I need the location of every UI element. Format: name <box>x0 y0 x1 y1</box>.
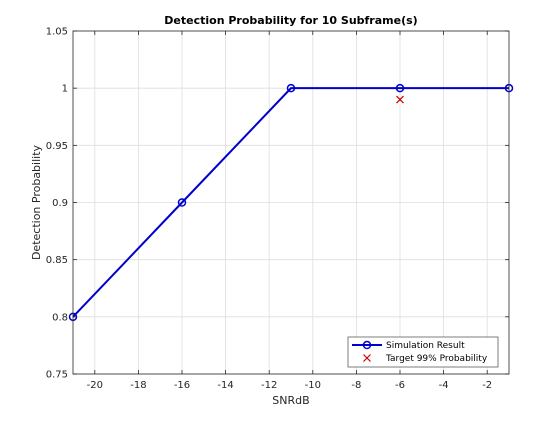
data-point-target-99 <box>396 95 404 104</box>
legend-box <box>347 336 499 368</box>
y-tick-label: 1 <box>62 84 68 95</box>
legend-marker-simulation <box>362 340 372 350</box>
x-tick-label: -20 <box>87 380 103 391</box>
chart-title: Detection Probability for 10 Subframe(s) <box>164 14 417 27</box>
y-tick-label: 0.8 <box>52 312 68 323</box>
data-point-simulation-result <box>177 198 187 207</box>
x-tick-label: -10 <box>305 380 321 391</box>
legend: Simulation Result Target 99% Probability <box>347 336 499 368</box>
x-tick-label: -14 <box>217 380 233 391</box>
x-tick-label: -6 <box>395 380 405 391</box>
y-tick-label: 0.9 <box>52 198 68 209</box>
y-tick-label: 0.75 <box>46 370 68 381</box>
target-marker-stroke <box>396 95 404 104</box>
legend-marker-target <box>363 354 371 362</box>
x-axis-title: SNRdB <box>272 394 309 407</box>
y-axis-title: Detection Probability <box>30 144 43 260</box>
series-line-simulation-result <box>72 87 509 318</box>
x-tick-label: -8 <box>351 380 361 391</box>
y-tick-label: 0.85 <box>46 255 68 266</box>
data-point-simulation-result <box>395 83 405 93</box>
ticks: -20 -18 -16 -14 -12 -10 -8 -6 -4 -2 0.75 0.8 0.85 0.9… <box>46 27 509 391</box>
legend-label-simulation: Simulation Result <box>386 341 465 351</box>
x-tick-label: -18 <box>130 380 146 391</box>
y-tick-label: 0.95 <box>46 141 68 152</box>
x-tick-label: -2 <box>482 380 492 391</box>
x-tick-label: -4 <box>439 380 449 391</box>
data-point-simulation-result <box>286 83 296 93</box>
x-tick-label: -12 <box>261 380 277 391</box>
x-tick-label: -16 <box>174 380 190 391</box>
y-tick-label: 1.05 <box>46 27 68 38</box>
legend-label-target: Target 99% Probability <box>385 354 488 364</box>
